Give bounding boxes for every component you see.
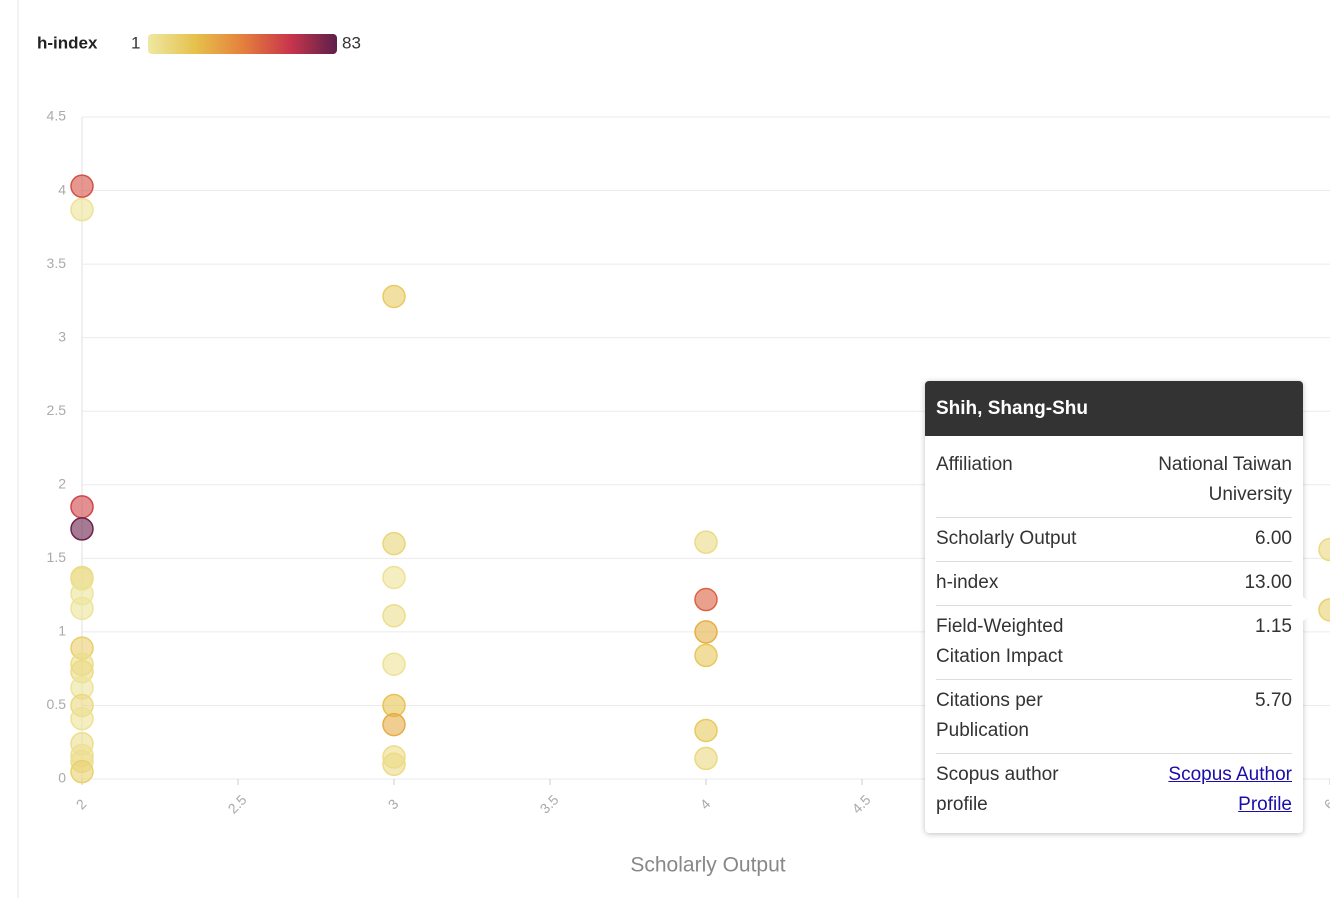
tooltip-row: Affiliation National Taiwan University xyxy=(936,444,1292,518)
point xyxy=(70,759,94,784)
point xyxy=(694,587,718,612)
row-label: Affiliation xyxy=(936,454,1013,475)
x-tick-label: 3.5 xyxy=(537,791,562,816)
point xyxy=(694,620,718,644)
point xyxy=(1318,537,1330,562)
row-value: 13.00 xyxy=(1244,572,1292,593)
y-tick-label: 1 xyxy=(58,623,66,639)
y-tick-label: 1.5 xyxy=(47,549,67,565)
row-label: Citations per Publication xyxy=(936,690,1043,741)
point xyxy=(70,706,94,731)
point xyxy=(70,197,94,222)
row-label: h-index xyxy=(936,572,999,593)
row-value: National Taiwan University xyxy=(1158,454,1292,505)
y-tick-label: 4.5 xyxy=(47,108,67,124)
point xyxy=(70,495,94,519)
tooltip-body: Affiliation National Taiwan University Sch… xyxy=(925,436,1303,833)
row-value: 5.70 xyxy=(1255,690,1292,711)
y-tick-label: 2 xyxy=(58,475,66,491)
point xyxy=(1318,598,1330,622)
point xyxy=(70,174,94,198)
row-label: Scopus author profile xyxy=(936,764,1059,815)
point xyxy=(382,565,406,590)
point xyxy=(70,517,94,541)
y-tick-label: 3 xyxy=(58,328,66,344)
point xyxy=(382,652,406,677)
tooltip-row: Field-Weighted Citation Impact 1.15 xyxy=(936,606,1292,680)
row-value: Scopus Author Profile xyxy=(1122,760,1292,820)
tooltip: Shih, Shang-Shu Affiliation National Taiw… xyxy=(925,381,1303,833)
legend-max: 83 xyxy=(342,33,361,52)
point xyxy=(382,284,406,309)
legend-min: 1 xyxy=(131,33,140,52)
tooltip-row: Citations per Publication 5.70 xyxy=(936,680,1292,754)
point xyxy=(382,603,406,628)
row-value: 6.00 xyxy=(1255,528,1292,549)
point xyxy=(70,596,94,621)
point xyxy=(694,643,718,668)
legend-title: h-index xyxy=(37,33,98,52)
x-tick-label: 2.5 xyxy=(225,791,250,816)
row-label: Field-Weighted Citation Impact xyxy=(936,616,1064,667)
point xyxy=(694,530,718,554)
y-tick-label: 4 xyxy=(58,181,66,197)
tooltip-row: h-index 13.00 xyxy=(936,562,1292,606)
x-tick-label: 4.5 xyxy=(849,791,874,816)
row-value: 1.15 xyxy=(1255,616,1292,637)
tooltip-arrow xyxy=(1303,597,1317,621)
y-tick-label: 0 xyxy=(58,770,66,786)
legend-gradient xyxy=(148,34,337,54)
profile-link[interactable]: Scopus Author Profile xyxy=(1168,764,1292,815)
x-tick-label: 2 xyxy=(73,796,90,813)
x-axis-label: Scholarly Output xyxy=(630,854,785,877)
tooltip-row: Scholarly Output 6.00 xyxy=(936,518,1292,562)
x-tick-label: 6 xyxy=(1321,796,1330,813)
y-tick-label: 0.5 xyxy=(47,696,67,712)
y-tick-label: 3.5 xyxy=(47,255,67,271)
point xyxy=(382,752,406,777)
tooltip-title: Shih, Shang-Shu xyxy=(925,381,1303,436)
point xyxy=(382,712,406,737)
row-label: Scholarly Output xyxy=(936,528,1077,549)
y-tick-label: 2.5 xyxy=(47,402,67,418)
point xyxy=(694,718,718,743)
tooltip-row: Scopus author profile Scopus Author Profi… xyxy=(936,754,1292,827)
point xyxy=(382,531,406,556)
point xyxy=(694,746,718,771)
x-tick-label: 3 xyxy=(385,796,402,813)
x-tick-label: 4 xyxy=(697,796,714,813)
